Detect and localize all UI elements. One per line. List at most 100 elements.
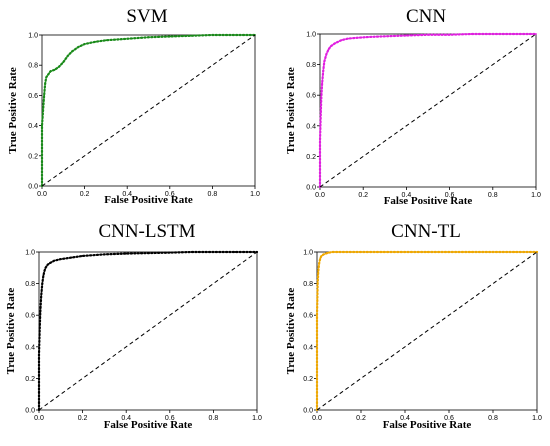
roc-data-point — [383, 35, 386, 38]
x-tick-label: 0.2 — [78, 415, 88, 422]
roc-data-point — [327, 251, 329, 254]
chart-panel-4: CNN-TL 0.0 0.2 0.4 0.6 0.8 1.0 0.0 0.2 0.4 0.6 0.8 1… — [285, 221, 542, 431]
chart-panel-1: SVM 0.0 0.2 0.4 0.6 0.8 1.0 0.0 0.2 0.4 0.6 0.8 1.0 F… — [7, 6, 260, 206]
diagonal-reference-line — [38, 251, 258, 411]
y-tick-label: 0.8 — [303, 281, 313, 288]
roc-data-point — [70, 50, 73, 53]
x-tick-label: 0.2 — [358, 192, 368, 199]
y-tick-label: 0.0 — [303, 408, 313, 415]
roc-data-point — [42, 274, 45, 277]
roc-data-point — [38, 353, 40, 356]
roc-data-point — [70, 256, 73, 259]
y-tick-label: 0.4 — [303, 344, 313, 351]
roc-data-point — [234, 251, 237, 253]
x-axis-label: False Positive Rate — [104, 419, 193, 431]
roc-data-point — [126, 37, 129, 40]
chart-panel-2: CNN 0.0 0.2 0.4 0.6 0.8 1.0 0.0 0.2 0.4 0.6 0.8 1.0 F… — [285, 6, 541, 207]
y-axis-label: True Positive Rate — [5, 288, 17, 375]
roc-data-point — [43, 94, 46, 97]
x-tick-label: 0.4 — [400, 415, 410, 422]
x-tick-label: 0.4 — [121, 415, 131, 422]
roc-data-point — [321, 82, 324, 84]
roc-data-point — [340, 39, 343, 42]
roc-data-point — [327, 48, 330, 51]
roc-data-point — [168, 251, 171, 254]
roc-data-point — [316, 314, 318, 317]
roc-data-point — [38, 330, 41, 332]
roc-data-point — [347, 37, 349, 40]
diagonal-reference-line — [41, 34, 256, 187]
roc-data-point — [382, 251, 384, 253]
roc-data-point — [513, 33, 516, 35]
x-axis-label: False Positive Rate — [384, 195, 473, 207]
y-tick-label: 0.6 — [303, 313, 313, 320]
roc-data-point — [322, 69, 325, 72]
roc-data-point — [41, 124, 43, 127]
y-tick-label: 1.0 — [25, 250, 35, 257]
roc-data-point — [426, 251, 428, 253]
roc-data-point — [535, 33, 537, 35]
y-tick-label: 0.2 — [303, 376, 313, 383]
roc-data-point — [405, 34, 408, 37]
roc-data-point — [366, 36, 369, 38]
roc-data-point — [211, 34, 214, 36]
roc-data-point — [319, 117, 322, 120]
roc-data-point — [66, 55, 69, 58]
roc-data-point — [536, 251, 538, 253]
roc-data-point — [319, 140, 321, 143]
roc-data-point — [77, 46, 80, 48]
x-tick-label: 1.0 — [252, 415, 262, 422]
y-tick-label: 0.6 — [28, 93, 38, 100]
x-tick-label: 0.8 — [209, 415, 219, 422]
roc-data-point — [40, 295, 43, 298]
panel-title: CNN-TL — [391, 221, 461, 242]
roc-data-point — [491, 33, 494, 35]
y-tick-label: 0.0 — [25, 408, 35, 415]
roc-data-point — [318, 262, 321, 264]
chart-panel-3: CNN-LSTM 0.0 0.2 0.4 0.6 0.8 1.0 0.0 0.2 0.4 0.6 0.… — [5, 221, 262, 431]
x-tick-label: 1.0 — [532, 415, 542, 422]
roc-data-point — [44, 82, 47, 85]
roc-data-point — [404, 251, 406, 253]
roc-data-point — [62, 61, 65, 64]
panel-title: CNN — [406, 6, 446, 27]
roc-data-point — [325, 52, 328, 55]
roc-data-point — [324, 252, 327, 255]
roc-data-point — [190, 34, 193, 37]
roc-data-point — [329, 45, 332, 48]
x-tick-label: 0.2 — [80, 191, 90, 198]
roc-data-point — [49, 70, 52, 73]
roc-data-point — [448, 33, 451, 36]
roc-data-point — [43, 270, 46, 272]
x-tick-label: 0.6 — [445, 192, 455, 199]
x-tick-label: 0.0 — [312, 415, 322, 422]
diagonal-reference-line — [319, 33, 537, 188]
panel-title: SVM — [126, 6, 167, 27]
roc-data-point — [147, 36, 150, 39]
roc-data-point — [322, 253, 325, 256]
roc-data-point — [316, 282, 319, 285]
y-tick-label: 0.0 — [306, 185, 316, 192]
roc-data-point — [212, 251, 215, 253]
roc-data-point — [42, 109, 44, 112]
x-axis-label: False Positive Rate — [104, 194, 193, 206]
x-axis-label: False Positive Rate — [383, 419, 472, 431]
roc-data-point — [49, 262, 51, 264]
roc-data-point — [39, 311, 42, 313]
x-tick-label: 0.6 — [444, 415, 454, 422]
roc-data-point — [81, 255, 84, 257]
roc-data-point — [44, 266, 47, 269]
y-tick-label: 0.2 — [25, 376, 35, 383]
roc-data-point — [190, 251, 193, 253]
roc-data-point — [58, 65, 60, 68]
roc-data-point — [125, 252, 128, 255]
roc-data-point — [94, 40, 97, 43]
y-tick-label: 1.0 — [306, 32, 316, 39]
x-tick-label: 0.8 — [488, 415, 498, 422]
y-tick-label: 0.2 — [28, 153, 38, 160]
y-tick-label: 0.2 — [306, 154, 316, 161]
x-tick-label: 1.0 — [531, 192, 541, 199]
x-tick-label: 1.0 — [250, 191, 260, 198]
y-tick-label: 0.4 — [28, 123, 38, 130]
